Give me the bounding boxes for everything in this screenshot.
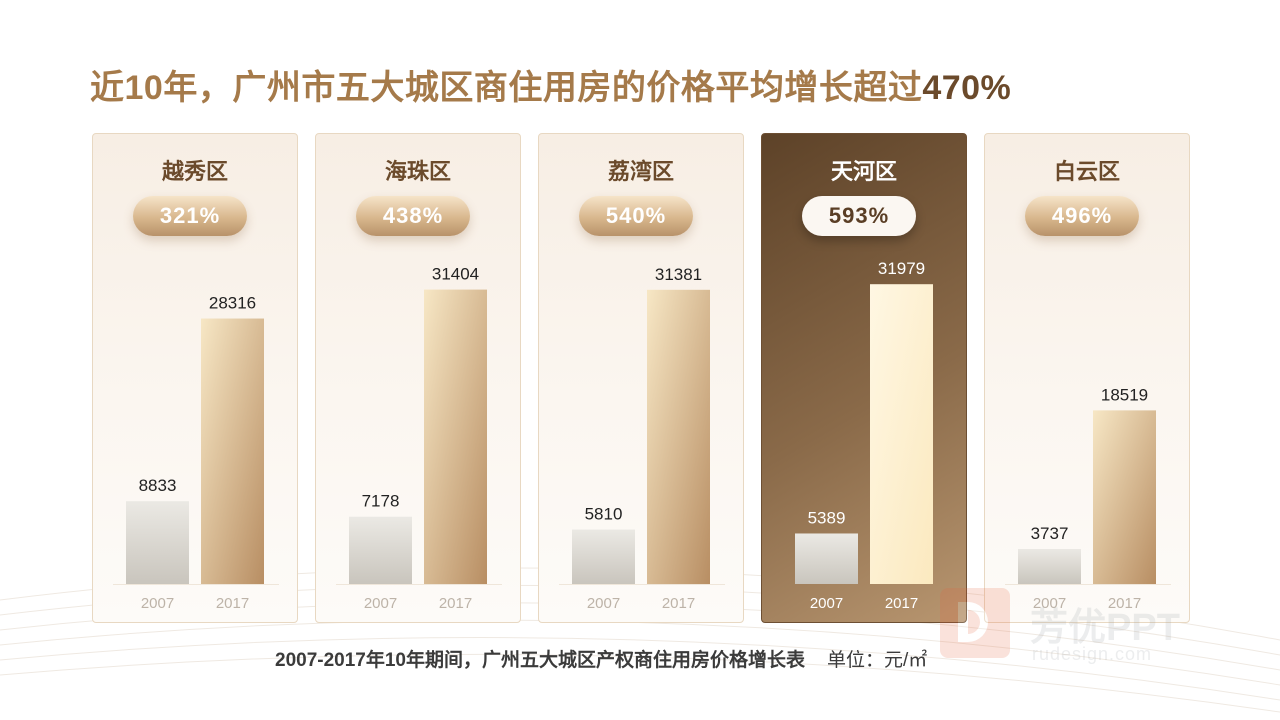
page-title: 近10年，广州市五大城区商住用房的价格平均增长超过470% [90, 60, 1011, 109]
district-name: 海珠区 [384, 159, 451, 184]
bar-2017 [1093, 410, 1156, 584]
district-card: 天河区 593% 5389 2007 31979 2017 [761, 133, 967, 623]
district-card: 荔湾区 540% 5810 2007 31381 2017 [538, 133, 744, 623]
district-card: 越秀区 321% 8833 2007 28316 2017 [92, 133, 298, 623]
bar-2017 [870, 284, 933, 584]
bar-2007 [1018, 548, 1081, 584]
value-label: 5810 [585, 505, 623, 524]
caption-text: 2007-2017年10年期间，广州五大城区产权商住用房价格增长表 [275, 650, 805, 671]
district-name: 天河区 [830, 159, 897, 184]
district-bar-plot: 5389 2007 31979 2017 [795, 259, 933, 612]
year-tick-label: 2017 [1108, 595, 1141, 612]
district-name: 越秀区 [161, 159, 228, 184]
chart-caption: 2007-2017年10年期间，广州五大城区产权商住用房价格增长表 单位：元/㎡ [275, 645, 927, 672]
bar-2017 [424, 289, 487, 584]
district-bar-plot: 7178 2007 31404 2017 [336, 265, 502, 612]
value-label: 18519 [1101, 385, 1148, 404]
bar-2007 [795, 533, 858, 584]
growth-badge: 540% [579, 196, 693, 236]
unit-label: 单位：元/㎡ [827, 650, 928, 671]
bar-2007 [572, 529, 635, 584]
growth-badge: 593% [802, 196, 916, 236]
district-bar-plot: 5810 2007 31381 2017 [559, 265, 725, 612]
year-tick-label: 2017 [662, 595, 695, 612]
year-tick-label: 2007 [810, 595, 843, 612]
district-cards: 越秀区 321% 8833 2007 28316 2017 海珠区 438% 7178 2007 3… [92, 133, 1190, 625]
district-card: 白云区 496% 3737 2007 18519 2017 [984, 133, 1190, 623]
value-label: 7178 [362, 492, 400, 511]
year-tick-label: 2017 [216, 595, 249, 612]
value-label: 28316 [209, 294, 256, 313]
value-label: 31381 [655, 265, 702, 284]
year-tick-label: 2017 [885, 595, 918, 612]
watermark-site: rudesign.com [1032, 644, 1153, 664]
value-label: 5389 [808, 508, 846, 527]
district-name: 白云区 [1053, 159, 1120, 184]
district-name: 荔湾区 [607, 159, 674, 184]
value-label: 3737 [1031, 524, 1069, 543]
year-tick-label: 2007 [1033, 595, 1066, 612]
bar-2007 [126, 501, 189, 584]
bar-2017 [647, 289, 710, 584]
district-card: 海珠区 438% 7178 2007 31404 2017 [315, 133, 521, 623]
watermark: 芳优PPT rudesign.com [940, 588, 1240, 678]
value-label: 8833 [139, 476, 177, 495]
growth-badge: 438% [356, 196, 470, 236]
title-highlight: 470% [922, 69, 1012, 107]
growth-badge: 496% [1025, 196, 1139, 236]
watermark-name: 芳优PPT [1030, 607, 1180, 649]
district-bar-plot: 8833 2007 28316 2017 [113, 294, 279, 612]
bar-2007 [349, 516, 412, 584]
value-label: 31979 [878, 259, 925, 278]
year-tick-label: 2017 [439, 595, 472, 612]
growth-badge: 321% [133, 196, 247, 236]
year-tick-label: 2007 [364, 595, 397, 612]
year-tick-label: 2007 [141, 595, 174, 612]
title-text: 近10年，广州市五大城区商住用房的价格平均增长超过 [90, 69, 923, 107]
year-tick-label: 2007 [587, 595, 620, 612]
bar-2017 [201, 318, 264, 584]
watermark-logo-icon [940, 588, 1010, 658]
district-bar-plot: 3737 2007 18519 2017 [1005, 385, 1171, 612]
value-label: 31404 [432, 265, 479, 284]
